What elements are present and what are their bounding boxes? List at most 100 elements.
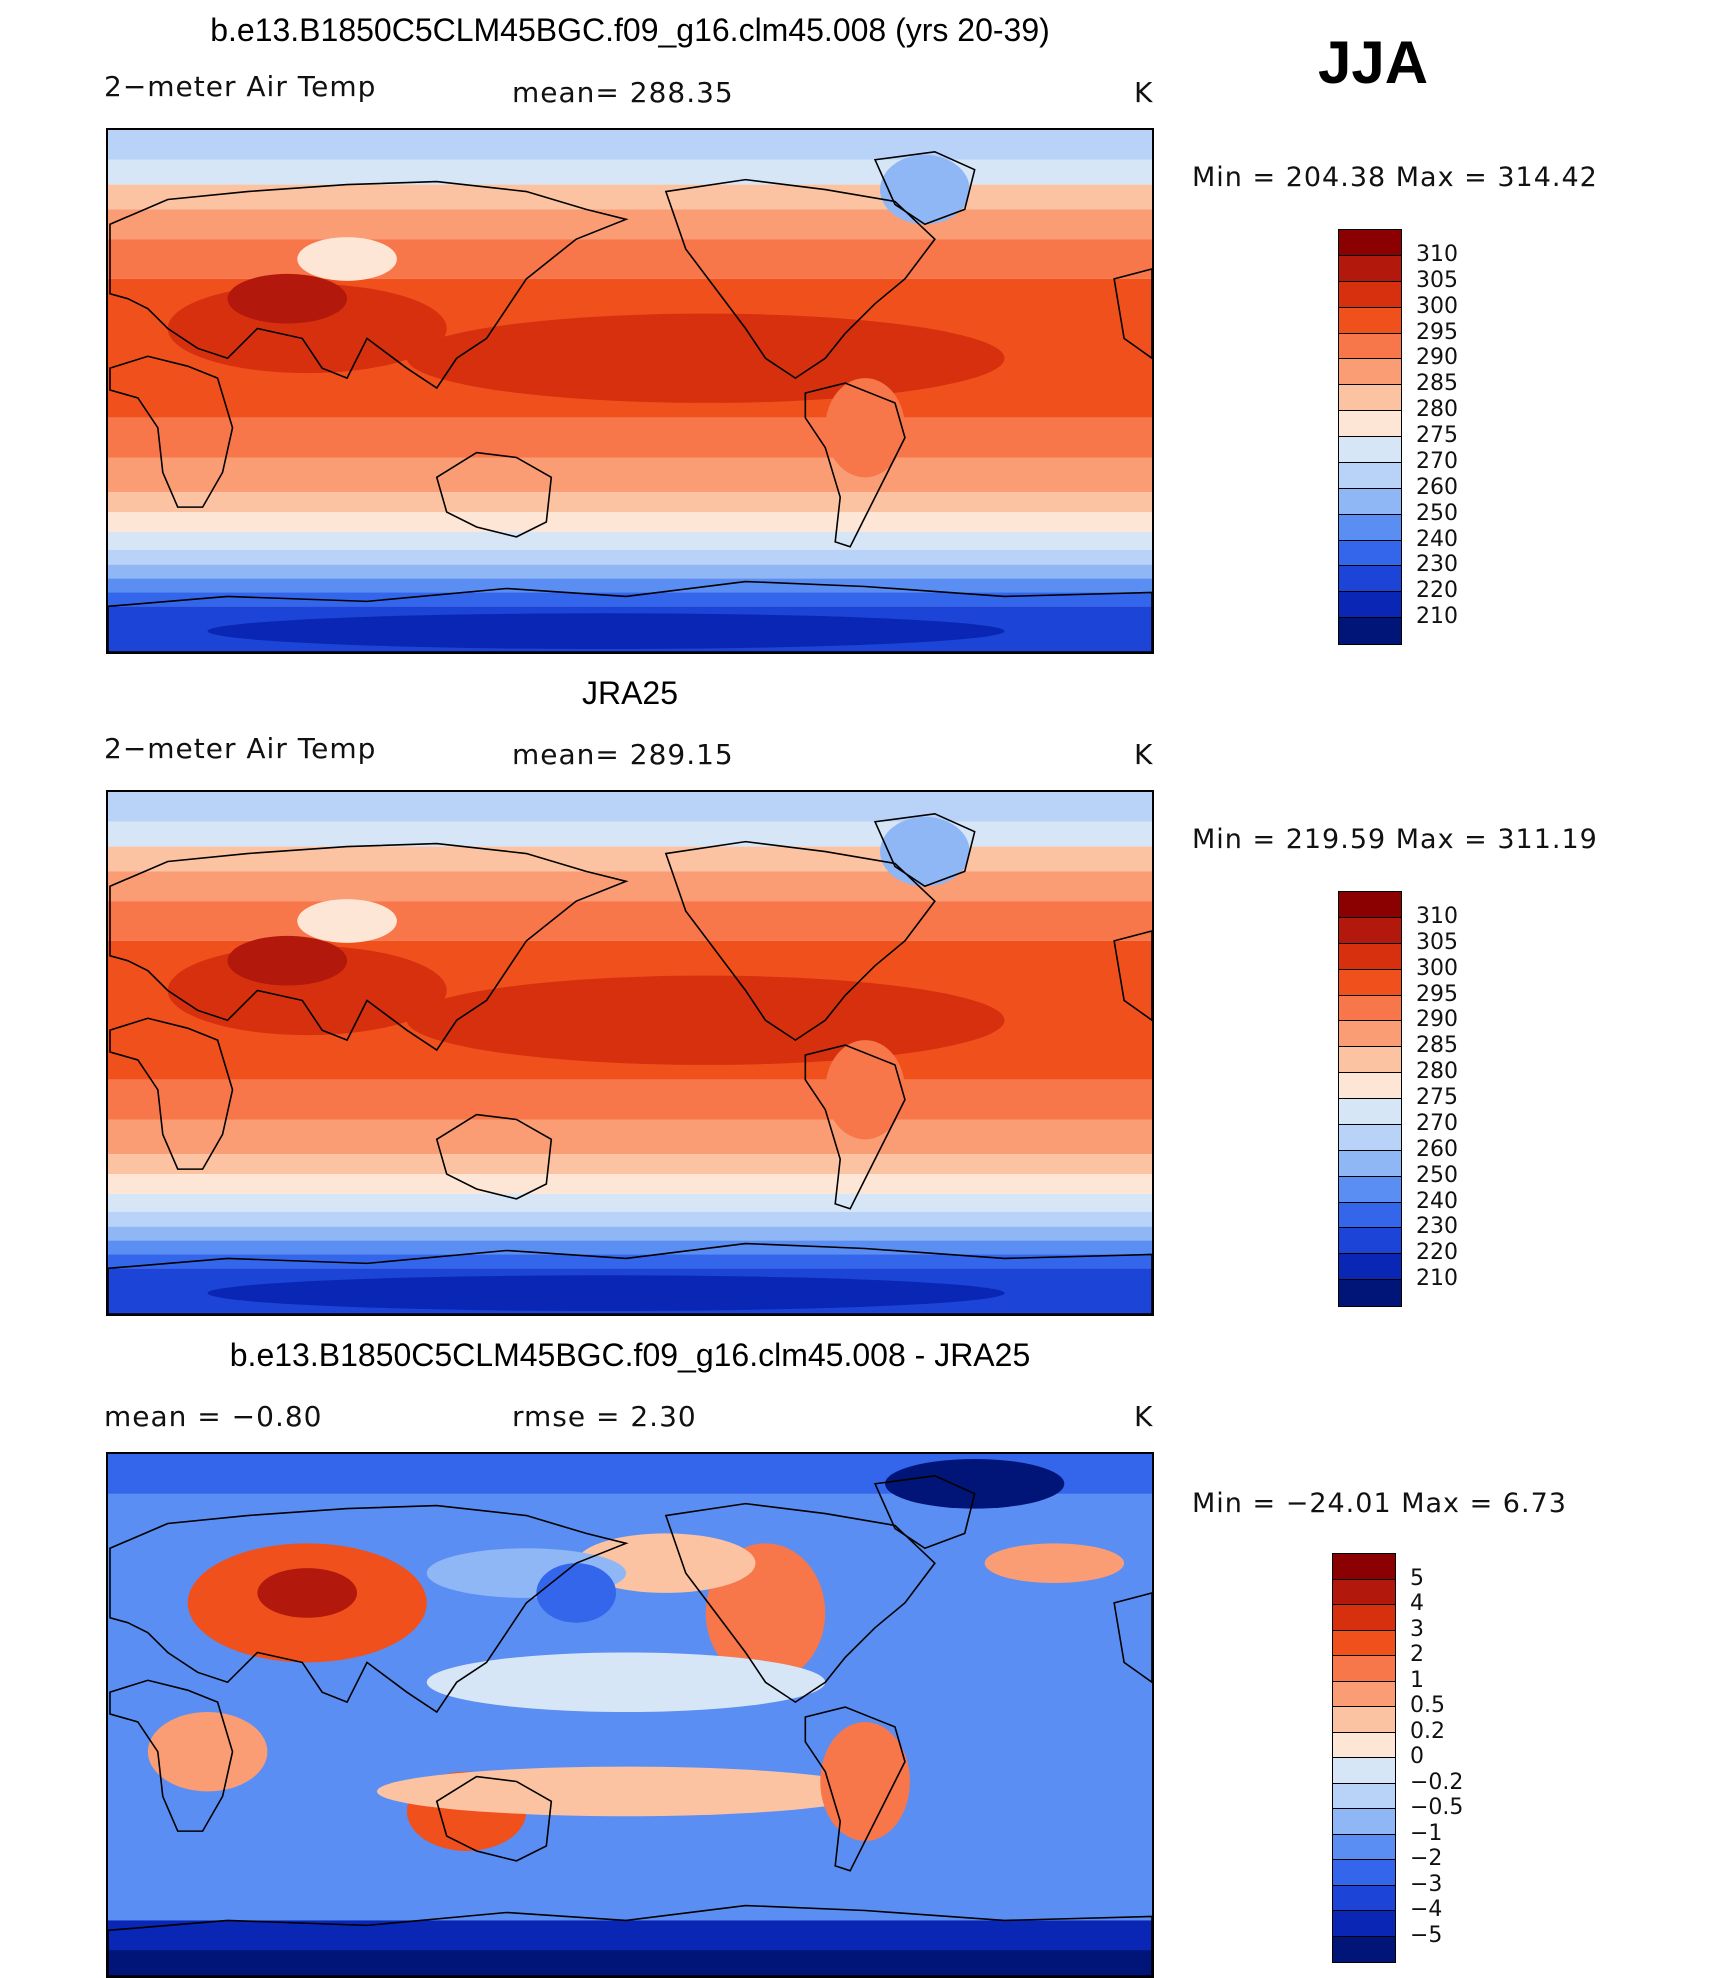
colorbar-swatch bbox=[1339, 618, 1401, 644]
colorbar-swatch bbox=[1339, 1073, 1401, 1099]
panel-2-title: JRA25 bbox=[581, 675, 679, 711]
panel-1-map bbox=[106, 128, 1154, 654]
colorbar-tick-label: −3 bbox=[1410, 1871, 1443, 1897]
colorbar-swatch bbox=[1339, 281, 1401, 308]
colorbar-tick-label: 290 bbox=[1416, 1007, 1458, 1033]
colorbar-tick-label: 310 bbox=[1416, 241, 1458, 267]
colorbar-tick-label: 3 bbox=[1410, 1616, 1424, 1642]
colorbar-tick-label: 285 bbox=[1416, 1033, 1458, 1059]
colorbar-tick-label: 240 bbox=[1416, 1188, 1458, 1214]
colorbar-swatch bbox=[1339, 385, 1401, 412]
colorbar-tick-label: 275 bbox=[1416, 423, 1458, 448]
colorbar-tick-label: 220 bbox=[1416, 578, 1458, 604]
colorbar-swatch bbox=[1333, 1860, 1395, 1886]
colorbar-swatch bbox=[1339, 1047, 1401, 1074]
panel-2-minmax: Min = 219.59 Max = 311.19 bbox=[1192, 824, 1598, 855]
colorbar-tick-label: 295 bbox=[1416, 319, 1458, 345]
panel-2-units: K bbox=[1134, 738, 1154, 771]
colorbar-swatch bbox=[1339, 437, 1401, 463]
colorbar-swatch bbox=[1339, 1202, 1401, 1229]
colorbar-swatch bbox=[1339, 411, 1401, 437]
colorbar-swatch bbox=[1333, 1809, 1395, 1835]
colorbar-swatch bbox=[1339, 333, 1401, 360]
colorbar-swatch bbox=[1339, 307, 1401, 334]
panel-1-title: b.e13.B1850C5CLM45BGC.f09_g16.clm45.008 … bbox=[210, 12, 1050, 48]
colorbar-tick-label: 295 bbox=[1416, 981, 1458, 1007]
colorbar-tick-label: 260 bbox=[1416, 474, 1458, 500]
colorbar-tick-label: 220 bbox=[1416, 1240, 1458, 1266]
colorbar-tick-label: 240 bbox=[1416, 526, 1458, 552]
colorbar-swatch bbox=[1339, 943, 1401, 970]
colorbar-swatch bbox=[1339, 514, 1401, 541]
colorbar-tick-label: 210 bbox=[1416, 1266, 1458, 1292]
panel-3-map bbox=[106, 1452, 1154, 1978]
colorbar-tick-label: −5 bbox=[1410, 1922, 1443, 1948]
colorbar-swatch bbox=[1333, 1732, 1395, 1758]
colorbar-tick-label: 250 bbox=[1416, 1162, 1458, 1188]
colorbar-swatch bbox=[1333, 1758, 1395, 1784]
colorbar-swatch bbox=[1339, 488, 1401, 515]
colorbar-swatch bbox=[1339, 917, 1401, 944]
colorbar-swatch bbox=[1333, 1885, 1395, 1911]
colorbar-tick-label: 0 bbox=[1410, 1744, 1424, 1769]
colorbar-tick-label: 230 bbox=[1416, 1214, 1458, 1240]
colorbar-tick-label: −0.5 bbox=[1410, 1795, 1464, 1820]
colorbar-tick-label: 1 bbox=[1410, 1667, 1424, 1693]
colorbar-swatch bbox=[1339, 566, 1401, 593]
colorbar-swatch bbox=[1333, 1707, 1395, 1733]
colorbar-tick-label: 305 bbox=[1416, 267, 1458, 293]
colorbar-tick-label: 280 bbox=[1416, 397, 1458, 423]
colorbar-swatch bbox=[1339, 1021, 1401, 1048]
panel-1-units: K bbox=[1134, 76, 1154, 109]
colorbar-swatch bbox=[1333, 1630, 1395, 1656]
panel-1-colorbar bbox=[1338, 229, 1402, 645]
panel-1-map-field bbox=[108, 130, 1152, 652]
panel-3-title: b.e13.B1850C5CLM45BGC.f09_g16.clm45.008 … bbox=[229, 1337, 1031, 1373]
colorbar-tick-label: 290 bbox=[1416, 345, 1458, 371]
colorbar-swatch bbox=[1333, 1554, 1395, 1580]
colorbar-swatch bbox=[1339, 230, 1401, 256]
colorbar-swatch bbox=[1333, 1834, 1395, 1860]
colorbar-swatch bbox=[1339, 1254, 1401, 1281]
colorbar-swatch bbox=[1339, 969, 1401, 996]
colorbar-swatch bbox=[1333, 1579, 1395, 1605]
colorbar-tick-label: −0.2 bbox=[1410, 1769, 1464, 1795]
colorbar-swatch bbox=[1339, 1176, 1401, 1203]
colorbar-tick-label: −1 bbox=[1410, 1820, 1443, 1846]
colorbar-tick-label: 5 bbox=[1410, 1565, 1424, 1591]
colorbar-tick-label: 270 bbox=[1416, 448, 1458, 474]
colorbar-swatch bbox=[1339, 995, 1401, 1022]
panel-3-units: K bbox=[1134, 1400, 1154, 1433]
colorbar-swatch bbox=[1339, 462, 1401, 489]
colorbar-swatch bbox=[1339, 1124, 1401, 1151]
colorbar-tick-label: 310 bbox=[1416, 903, 1458, 929]
panel-2-colorbar bbox=[1338, 891, 1402, 1307]
colorbar-swatch bbox=[1333, 1656, 1395, 1682]
colorbar-tick-label: 4 bbox=[1410, 1591, 1424, 1616]
colorbar-tick-label: −2 bbox=[1410, 1846, 1443, 1871]
colorbar-swatch bbox=[1339, 592, 1401, 619]
colorbar-tick-label: 0.2 bbox=[1410, 1718, 1445, 1744]
colorbar-swatch bbox=[1339, 1150, 1401, 1177]
panel-1-variable-label: 2−meter Air Temp bbox=[104, 70, 377, 103]
panel-3-rmse-label: rmse = 2.30 bbox=[512, 1400, 697, 1433]
colorbar-swatch bbox=[1333, 1783, 1395, 1809]
panel-1-mean-label: mean= 288.35 bbox=[512, 76, 734, 109]
colorbar-swatch bbox=[1333, 1681, 1395, 1707]
panel-3-map-field bbox=[108, 1454, 1152, 1976]
colorbar-tick-label: 210 bbox=[1416, 604, 1458, 630]
colorbar-tick-label: 230 bbox=[1416, 552, 1458, 578]
colorbar-swatch bbox=[1339, 892, 1401, 918]
colorbar-tick-label: 285 bbox=[1416, 371, 1458, 397]
colorbar-swatch bbox=[1339, 1228, 1401, 1255]
panel-2-map bbox=[106, 790, 1154, 1316]
colorbar-swatch bbox=[1333, 1936, 1395, 1962]
colorbar-tick-label: 300 bbox=[1416, 955, 1458, 981]
panel-3-mean-label: mean = −0.80 bbox=[104, 1400, 323, 1433]
colorbar-swatch bbox=[1333, 1605, 1395, 1631]
colorbar-tick-label: 305 bbox=[1416, 929, 1458, 955]
colorbar-tick-label: 275 bbox=[1416, 1085, 1458, 1110]
colorbar-tick-label: 300 bbox=[1416, 293, 1458, 319]
panel-1-minmax: Min = 204.38 Max = 314.42 bbox=[1192, 162, 1598, 193]
colorbar-swatch bbox=[1339, 540, 1401, 567]
